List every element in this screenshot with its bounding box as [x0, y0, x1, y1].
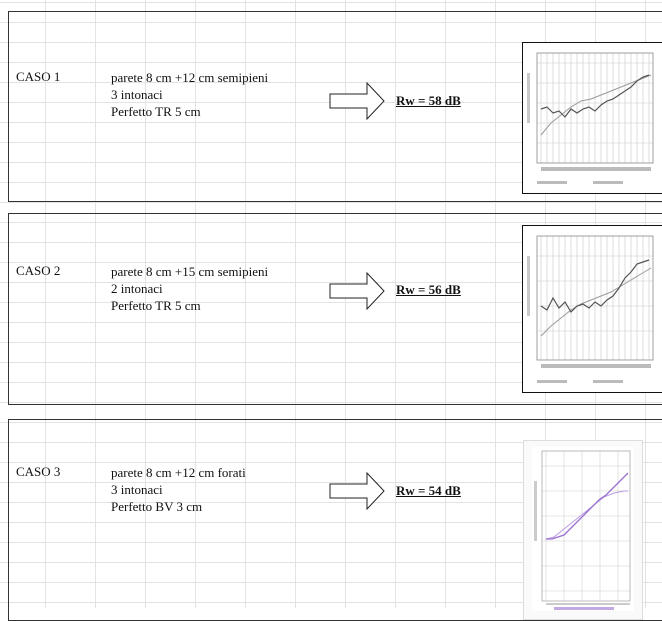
case-1-line-3: Perfetto TR 5 cm — [111, 104, 201, 119]
case-1-line-2: 3 intonaci — [111, 87, 163, 102]
case-3-panel: CASO 3 parete 8 cm +12 cm forati 3 inton… — [8, 419, 662, 621]
case-3-rw-value: Rw = 54 dB — [396, 483, 461, 498]
case-3-description: parete 8 cm +12 cm forati 3 intonaci Per… — [111, 464, 246, 515]
case-1-chart-thumbnail — [522, 42, 662, 194]
case-2-line-1: parete 8 cm +15 cm semipieni — [111, 264, 269, 279]
case-3-line-3: Perfetto BV 3 cm — [111, 499, 203, 514]
case-1-rw-value: Rw = 58 dB — [396, 93, 461, 108]
arrow-right-icon — [329, 272, 385, 310]
case-3-line-2: 3 intonaci — [111, 482, 163, 497]
case-3-chart-thumbnail — [523, 440, 643, 620]
case-1-description: parete 8 cm +12 cm semipieni 3 intonaci … — [111, 69, 268, 120]
case-1-line-1: parete 8 cm +12 cm semipieni — [111, 70, 269, 85]
case-3-label: CASO 3 — [16, 464, 61, 479]
case-1-panel: CASO 1 parete 8 cm +12 cm semipieni 3 in… — [8, 11, 662, 202]
case-1-label: CASO 1 — [16, 69, 61, 84]
arrow-right-icon — [329, 472, 385, 510]
case-2-description: parete 8 cm +15 cm semipieni 2 intonaci … — [111, 263, 268, 314]
arrow-right-icon — [329, 82, 385, 120]
case-3-line-1: parete 8 cm +12 cm forati — [111, 465, 246, 480]
case-2-label: CASO 2 — [16, 263, 61, 278]
case-2-chart-thumbnail — [522, 225, 662, 393]
case-2-line-3: Perfetto TR 5 cm — [111, 298, 201, 313]
case-2-line-2: 2 intonaci — [111, 281, 163, 296]
case-2-rw-value: Rw = 56 dB — [396, 282, 461, 297]
case-2-panel: CASO 2 parete 8 cm +15 cm semipieni 2 in… — [8, 213, 662, 405]
